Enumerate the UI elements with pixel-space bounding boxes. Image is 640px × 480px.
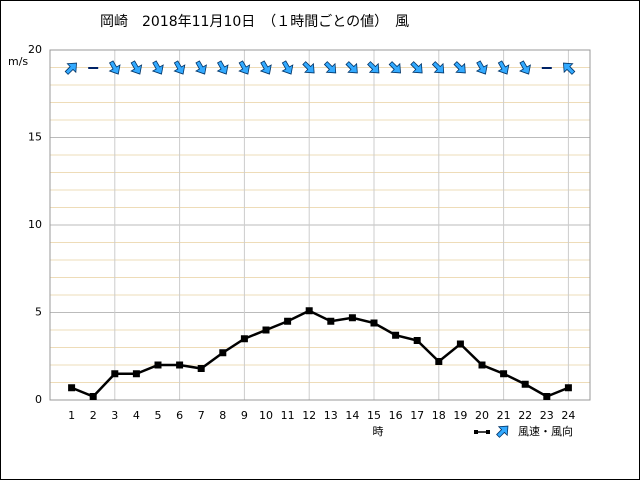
- x-tick-label: 16: [389, 409, 403, 422]
- speed-marker: [500, 370, 508, 378]
- direction-arrow: [367, 61, 380, 74]
- x-tick-label: 24: [561, 409, 575, 422]
- x-tick-label: 19: [453, 409, 467, 422]
- speed-marker: [219, 349, 227, 357]
- speed-marker: [478, 361, 486, 369]
- direction-arrow: [64, 62, 77, 75]
- x-tick-label: 21: [497, 409, 511, 422]
- direction-arrow: [497, 60, 510, 75]
- y-tick-label: 15: [28, 131, 42, 144]
- x-tick-label: 1: [68, 409, 75, 422]
- x-tick-label: 8: [219, 409, 226, 422]
- x-tick-label: 22: [518, 409, 532, 422]
- speed-marker: [89, 393, 97, 400]
- y-unit: m/s: [8, 55, 28, 68]
- speed-marker: [262, 326, 270, 334]
- speed-marker: [370, 319, 378, 327]
- x-tick-label: 4: [133, 409, 140, 422]
- legend-marker: [474, 430, 478, 434]
- direction-arrow: [388, 61, 401, 74]
- x-tick-label: 6: [176, 409, 183, 422]
- direction-arrow: [431, 61, 445, 74]
- y-tick-label: 20: [28, 43, 42, 56]
- x-tick-label: 5: [155, 409, 162, 422]
- direction-arrow: [238, 60, 251, 75]
- speed-marker: [348, 314, 356, 322]
- direction-arrow: [323, 61, 337, 74]
- speed-marker: [197, 365, 205, 372]
- speed-marker: [543, 393, 551, 400]
- y-tick-label: 0: [35, 393, 42, 406]
- direction-arrow: [151, 60, 164, 75]
- x-tick-label: 23: [540, 409, 554, 422]
- direction-arrow: [563, 62, 576, 75]
- x-tick-label: 18: [432, 409, 446, 422]
- direction-arrow: [302, 61, 315, 74]
- legend-marker: [486, 430, 490, 434]
- x-tick-label: 7: [198, 409, 205, 422]
- direction-arrow: [216, 60, 229, 75]
- direction-arrow: [259, 60, 272, 75]
- speed-marker: [132, 370, 140, 378]
- speed-line: [71, 309, 569, 398]
- speed-marker: [413, 337, 421, 344]
- speed-marker: [68, 384, 76, 392]
- x-tick-label: 13: [324, 409, 338, 422]
- speed-marker: [327, 317, 335, 325]
- x-tick-label: 15: [367, 409, 381, 422]
- x-label: 時: [373, 425, 384, 438]
- x-tick-label: 14: [345, 409, 359, 422]
- speed-marker: [305, 307, 313, 315]
- speed-marker: [564, 384, 572, 392]
- direction-arrow: [453, 61, 466, 74]
- legend-label: 風速・風向: [518, 424, 573, 438]
- speed-marker: [521, 380, 529, 388]
- x-tick-label: 9: [241, 409, 248, 422]
- x-tick-label: 3: [111, 409, 118, 422]
- speed-marker: [240, 335, 248, 343]
- speed-marker: [392, 331, 400, 339]
- x-tick-label: 12: [302, 409, 316, 422]
- direction-arrow: [281, 60, 294, 75]
- direction-arrow: [173, 60, 186, 75]
- direction-arrow: [195, 60, 207, 75]
- speed-marker: [456, 340, 464, 348]
- speed-marker: [111, 370, 119, 378]
- direction-arrow: [519, 60, 531, 75]
- x-tick-label: 20: [475, 409, 489, 422]
- speed-marker: [176, 361, 184, 369]
- speed-marker: [284, 317, 292, 325]
- x-tick-label: 11: [281, 409, 295, 422]
- direction-arrow: [410, 61, 423, 74]
- plot-border: [49, 49, 591, 401]
- y-tick-label: 10: [28, 218, 42, 231]
- x-tick-label: 10: [259, 409, 273, 422]
- direction-arrow: [108, 60, 121, 75]
- speed-marker: [435, 358, 443, 365]
- x-tick-label: 2: [90, 409, 97, 422]
- x-tick-label: 17: [410, 409, 424, 422]
- direction-arrow: [345, 61, 358, 74]
- direction-arrow: [130, 60, 143, 75]
- direction-arrow: [475, 60, 488, 75]
- speed-marker: [154, 361, 162, 369]
- legend-arrow: [496, 425, 509, 438]
- chart-title: 岡崎 2018年11月10日 （１時間ごとの値） 風: [100, 14, 409, 30]
- y-tick-label: 5: [35, 306, 42, 319]
